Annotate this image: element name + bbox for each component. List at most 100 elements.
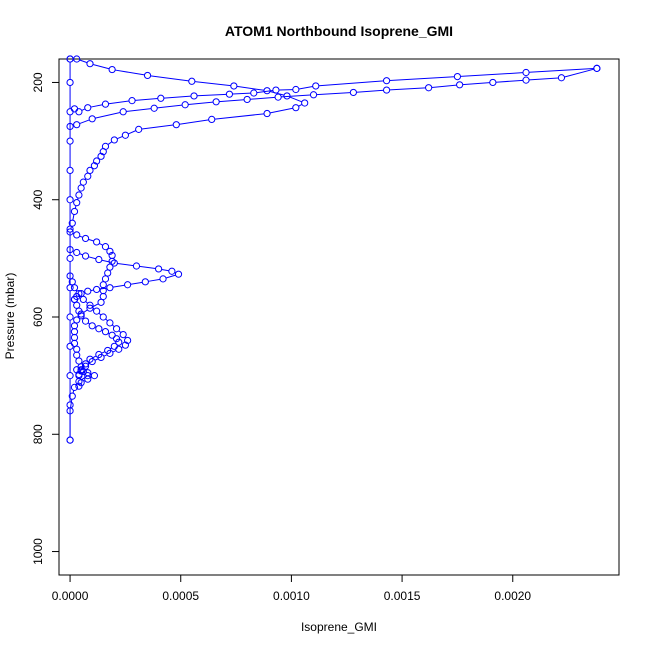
data-point (181, 101, 189, 109)
data-point (70, 207, 79, 216)
data-point (75, 108, 83, 116)
data-point (66, 436, 74, 444)
data-series (66, 245, 183, 304)
data-point (66, 78, 74, 87)
series-line-segment (108, 100, 130, 105)
data-series (73, 366, 99, 390)
data-point (292, 104, 300, 112)
data-point (104, 346, 112, 355)
series-line-segment (139, 265, 156, 270)
data-point (86, 166, 94, 175)
data-point (124, 281, 132, 289)
series-line-segment (289, 96, 302, 103)
series-line-segment (462, 82, 490, 86)
series-line-segment (112, 284, 125, 288)
plot-frame (58, 58, 620, 576)
series-line-segment (165, 274, 176, 279)
series-line-segment (90, 104, 103, 108)
series-line-segment (281, 94, 311, 98)
data-point (75, 382, 83, 390)
data-point (66, 372, 74, 380)
data-point (66, 313, 74, 321)
data-point (456, 81, 464, 89)
series-line-segment (495, 79, 523, 83)
series-line-segment (157, 104, 183, 109)
data-point (141, 278, 149, 286)
data-point (66, 254, 74, 262)
data-point (81, 317, 90, 325)
data-point (77, 367, 85, 375)
data-point (212, 98, 220, 106)
data-point (86, 355, 94, 363)
series-line-segment (126, 108, 152, 112)
data-point (81, 252, 90, 260)
data-point (106, 247, 114, 255)
series-line-segment (101, 351, 106, 354)
data-point (106, 319, 114, 327)
series-line-segment (72, 214, 75, 221)
x-tick-label: 0.0000 (52, 589, 89, 603)
data-point (70, 339, 79, 347)
data-point (75, 307, 83, 315)
series-line-segment (88, 238, 94, 242)
data-point (101, 328, 110, 336)
data-point (168, 267, 176, 275)
data-point (110, 259, 118, 267)
data-point (66, 401, 74, 409)
series-line-segment (298, 103, 303, 107)
data-point (115, 345, 123, 353)
series-line-segment (431, 84, 457, 88)
data-point (101, 100, 110, 108)
series-line-segment (318, 80, 384, 87)
data-point (309, 91, 318, 99)
data-point (88, 322, 96, 330)
data-point (66, 284, 74, 292)
series-line-segment (99, 242, 103, 246)
series-line-segment (194, 81, 231, 87)
data-point (453, 72, 462, 81)
data-point (73, 345, 81, 353)
data-point (112, 335, 121, 343)
x-tick-label: 0.0010 (273, 589, 310, 603)
y-tick-label: 1000 (31, 538, 45, 565)
data-point (157, 94, 165, 102)
data-point (90, 372, 99, 380)
series-line-segment (161, 268, 169, 272)
data-point (112, 325, 121, 333)
series-line-segment (298, 86, 313, 90)
data-point (66, 108, 74, 116)
data-point (75, 370, 83, 379)
series-line-segment (188, 101, 214, 105)
series-line-segment (197, 93, 227, 97)
data-point (121, 131, 130, 139)
series-line-segment (101, 259, 112, 263)
series-line-segment (117, 262, 134, 267)
series-line-segment (148, 278, 161, 282)
data-point (68, 392, 76, 400)
data-point (77, 184, 85, 192)
data-point (115, 338, 123, 346)
data-point (522, 76, 530, 84)
data-point (66, 55, 74, 63)
data-point (86, 301, 94, 309)
data-point (110, 136, 118, 144)
data-point (522, 68, 530, 77)
data-point (108, 331, 116, 339)
data-point (73, 366, 81, 374)
y-tick-label: 200 (31, 72, 45, 92)
data-point (73, 248, 81, 257)
data-point (119, 330, 127, 339)
data-point (66, 196, 74, 204)
data-point (70, 322, 79, 330)
data-point (557, 74, 566, 82)
data-point (99, 148, 107, 156)
x-axis-label: Isoprene_GMI (301, 620, 377, 634)
series-line-segment (103, 354, 108, 357)
data-series (66, 272, 132, 380)
data-point (128, 97, 136, 105)
series-line-segment (107, 141, 113, 145)
series-line-segment (83, 309, 88, 313)
data-point (101, 275, 110, 283)
data-point (99, 292, 107, 301)
